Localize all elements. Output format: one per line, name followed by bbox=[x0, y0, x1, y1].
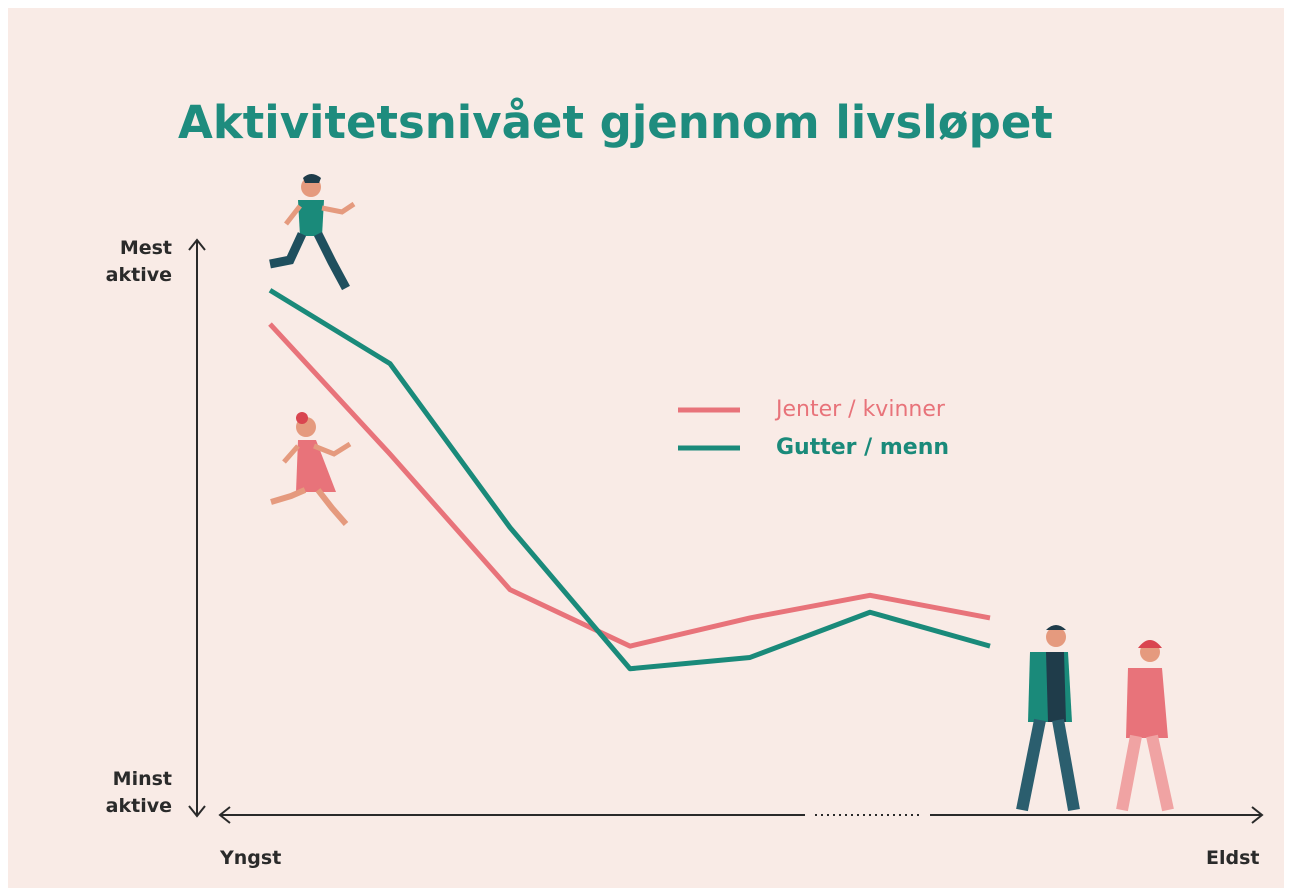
x-start-label: Yngst bbox=[220, 845, 281, 872]
chart-title: Aktivitetsnivået gjennom livsløpet bbox=[178, 96, 1053, 149]
legend-label: Gutter / menn bbox=[776, 435, 949, 460]
x-end-label: Eldst bbox=[1206, 845, 1259, 872]
legend-label: Jenter / kvinner bbox=[774, 397, 946, 422]
page: Aktivitetsnivået gjennom livsløpet bbox=[0, 0, 1290, 892]
y-tick-label: Minst aktive bbox=[92, 766, 172, 820]
chart: Aktivitetsnivået gjennom livsløpet bbox=[0, 0, 1290, 892]
y-tick-label: Mest aktive bbox=[92, 235, 172, 289]
